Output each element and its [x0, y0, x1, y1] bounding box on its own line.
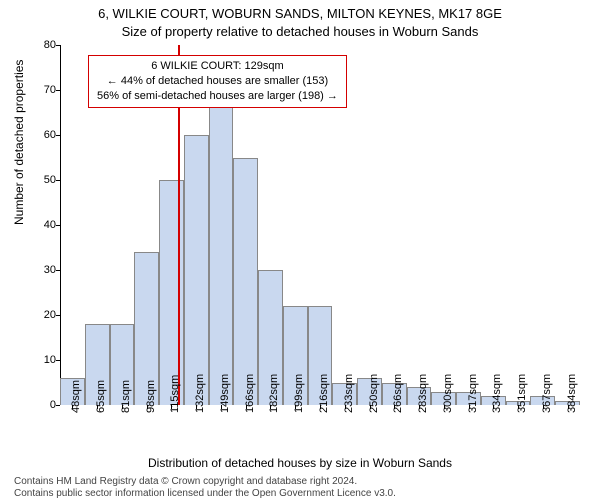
annotation-line-1: 6 WILKIE COURT: 129sqm [97, 59, 338, 74]
histogram-bar [159, 180, 184, 405]
y-tick-mark [56, 90, 60, 91]
y-tick-mark [56, 315, 60, 316]
title-sub: Size of property relative to detached ho… [0, 24, 600, 39]
x-tick-label: 98sqm [145, 380, 157, 413]
x-tick-label: 182sqm [268, 374, 280, 413]
y-tick-label: 0 [36, 399, 56, 411]
x-tick-label: 233sqm [343, 374, 355, 413]
x-tick-label: 65sqm [95, 380, 107, 413]
y-tick-mark [56, 270, 60, 271]
y-tick-mark [56, 45, 60, 46]
x-tick-label: 149sqm [219, 374, 231, 413]
y-tick-label: 30 [36, 264, 56, 276]
y-tick-label: 70 [36, 84, 56, 96]
title-main: 6, WILKIE COURT, WOBURN SANDS, MILTON KE… [0, 6, 600, 21]
y-tick-label: 20 [36, 309, 56, 321]
chart-plot-area: 6 WILKIE COURT: 129sqm ← 44% of detached… [60, 45, 580, 405]
y-tick-mark [56, 360, 60, 361]
footnote-1: Contains HM Land Registry data © Crown c… [14, 476, 357, 487]
y-tick-mark [56, 405, 60, 406]
x-tick-label: 216sqm [318, 374, 330, 413]
x-tick-label: 81sqm [120, 380, 132, 413]
x-tick-label: 317sqm [467, 374, 479, 413]
annotation-line-3: 56% of semi-detached houses are larger (… [97, 89, 338, 104]
y-axis-line [60, 45, 61, 405]
x-axis-label: Distribution of detached houses by size … [0, 456, 600, 470]
y-tick-label: 80 [36, 39, 56, 51]
x-tick-label: 283sqm [417, 374, 429, 413]
x-tick-label: 250sqm [368, 374, 380, 413]
histogram-bar [209, 104, 234, 406]
y-tick-mark [56, 180, 60, 181]
footnote-2: Contains public sector information licen… [14, 488, 396, 499]
y-tick-label: 50 [36, 174, 56, 186]
x-tick-label: 266sqm [392, 374, 404, 413]
x-tick-label: 166sqm [244, 374, 256, 413]
x-tick-label: 48sqm [70, 380, 82, 413]
y-tick-mark [56, 225, 60, 226]
y-tick-label: 40 [36, 219, 56, 231]
x-tick-label: 300sqm [442, 374, 454, 413]
y-axis-label: Number of detached properties [12, 60, 26, 225]
x-tick-label: 132sqm [194, 374, 206, 413]
x-tick-label: 367sqm [541, 374, 553, 413]
x-tick-label: 384sqm [566, 374, 578, 413]
x-tick-label: 199sqm [293, 374, 305, 413]
y-tick-label: 10 [36, 354, 56, 366]
histogram-bar [184, 135, 209, 405]
y-tick-label: 60 [36, 129, 56, 141]
x-tick-label: 351sqm [516, 374, 528, 413]
y-tick-mark [56, 135, 60, 136]
annotation-line-2: ← 44% of detached houses are smaller (15… [97, 74, 338, 89]
annotation-box: 6 WILKIE COURT: 129sqm ← 44% of detached… [88, 55, 347, 108]
x-tick-label: 115sqm [169, 375, 181, 413]
x-tick-label: 334sqm [491, 374, 503, 413]
histogram-bar [233, 158, 258, 406]
